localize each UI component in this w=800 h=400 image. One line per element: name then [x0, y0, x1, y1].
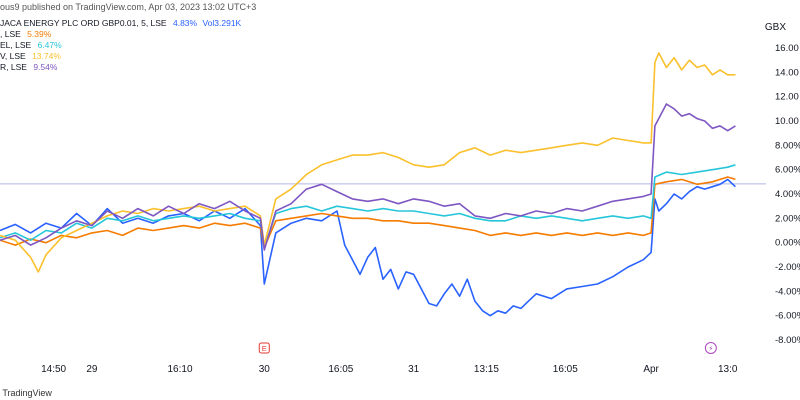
legend-item-2[interactable]: EL, LSE 6.47% — [0, 40, 241, 51]
annotations: E ⚡ — [258, 342, 717, 354]
series-line-2 — [0, 176, 736, 249]
y-tick-label: 6.00% — [775, 165, 800, 176]
earnings-marker-icon[interactable] — [258, 342, 270, 354]
x-axis: 14:50 29 16:10 30 16:05 31 13:15 16:05 Apr 13:0 — [41, 364, 738, 375]
y-tick-label: 16.00 — [775, 43, 799, 54]
x-tick-label: 16:05 — [553, 364, 578, 375]
y-tick-label: 8.00% — [775, 140, 800, 151]
legend-item-change: 5.39% — [27, 29, 52, 39]
legend-main-row[interactable]: JACA ENERGY PLC ORD GBP0.01, 5, LSE 4.83… — [0, 18, 241, 29]
legend-main-name: JACA ENERGY PLC ORD GBP0.01, 5, LSE — [0, 18, 167, 28]
series-group — [0, 52, 736, 317]
x-tick-label: 14:50 — [41, 364, 66, 375]
legend-item-3[interactable]: V, LSE 13.74% — [0, 51, 241, 62]
y-axis: -8.00% -6.00% -4.00% -2.00% 0.00% 2.00% 4.00% 6… — [775, 43, 800, 346]
y-tick-label: 10.00 — [775, 116, 799, 127]
y-tick-label: 4.00% — [775, 189, 800, 200]
legend-item-label: , LSE — [0, 29, 21, 39]
series-line-1 — [0, 178, 736, 317]
legend-item-change: 6.47% — [37, 40, 62, 50]
legend-item-change: 13.74% — [32, 51, 61, 61]
x-tick-label: 30 — [259, 364, 271, 375]
y-tick-label: 0.00% — [775, 238, 800, 249]
y-tick-label: -8.00% — [775, 335, 800, 346]
footer-brand: TradingView — [0, 388, 52, 398]
legend-main-change: 4.83% — [172, 18, 198, 28]
x-tick-label: Apr — [643, 364, 659, 375]
legend-item-label: R, LSE — [0, 62, 27, 72]
x-tick-label: 13:15 — [474, 364, 499, 375]
y-tick-label: 14.00 — [775, 67, 799, 78]
y-tick-label: 2.00% — [775, 213, 800, 224]
y-tick-label: 12.00 — [775, 92, 799, 103]
series-line-3 — [0, 164, 736, 249]
y-tick-label: -6.00% — [775, 311, 800, 322]
x-tick-label: 16:10 — [167, 364, 192, 375]
x-tick-label: 31 — [408, 364, 420, 375]
x-tick-label: 16:05 — [328, 364, 353, 375]
x-tick-label: 13:0 — [718, 364, 738, 375]
event-marker-icon[interactable] — [704, 342, 717, 354]
earnings-marker-label: E — [262, 344, 267, 353]
event-marker-label: ⚡ — [708, 344, 713, 353]
legend-item-label: EL, LSE — [0, 40, 32, 50]
legend-item-label: V, LSE — [0, 51, 26, 61]
legend-main-volume: Vol3.291K — [202, 18, 242, 28]
x-tick-label: 29 — [86, 364, 98, 375]
legend-item-4[interactable]: R, LSE 9.54% — [0, 62, 241, 73]
legend-item-change: 9.54% — [33, 62, 58, 72]
legend: JACA ENERGY PLC ORD GBP0.01, 5, LSE 4.83… — [0, 18, 241, 73]
y-axis-unit: GBX — [764, 22, 786, 33]
y-tick-label: -2.00% — [775, 262, 800, 273]
published-line: ous9 published on TradingView.com, Apr 0… — [0, 2, 257, 12]
series-line-4 — [0, 52, 736, 273]
footer-brand-text: TradingView — [2, 388, 52, 398]
legend-item-1[interactable]: , LSE 5.39% — [0, 29, 241, 40]
y-tick-label: -4.00% — [775, 286, 800, 297]
series-line-5 — [0, 103, 736, 251]
